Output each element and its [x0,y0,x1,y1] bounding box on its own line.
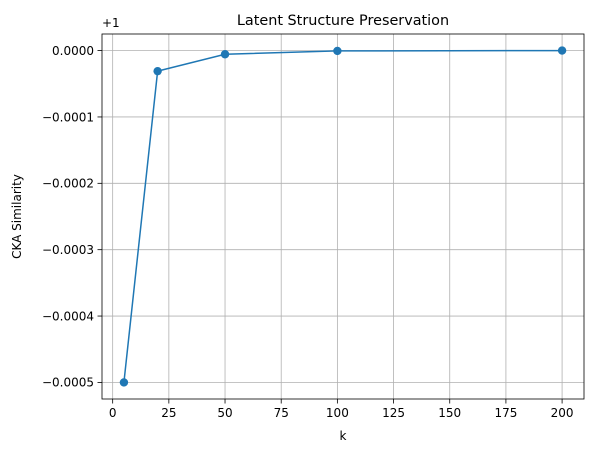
x-axis-label: k [340,429,347,443]
data-point [220,50,230,59]
x-tick-label: 125 [382,406,405,420]
y-tick-label: −0.0003 [42,243,94,257]
x-axis-ticks: 0 25 50 75 100 125 150 175 200 [109,399,574,420]
series-polyline [123,49,563,383]
chart-title: Latent Structure Preservation [237,13,449,29]
y-tick-label: −0.0002 [42,177,94,191]
data-point [557,46,567,55]
y-axis-label: CKA Similarity [10,174,24,259]
x-tick-label: 50 [217,406,232,420]
y-tick-label: −0.0001 [42,110,94,124]
data-point [119,378,129,387]
y-tick-label: −0.0005 [42,376,94,390]
x-tick-label: 25 [161,406,176,420]
y-tick-label: −0.0004 [42,309,94,323]
data-point [153,66,162,76]
x-tick-label: 175 [494,406,517,420]
data-point [333,46,342,56]
x-tick-label: 100 [326,406,349,420]
x-tick-label: 75 [274,406,289,420]
x-tick-label: 200 [551,406,574,420]
plot-frame [101,33,585,400]
x-tick-label: 150 [438,406,461,420]
grid [102,34,584,399]
y-offset-label: +1 [102,16,120,30]
y-axis-ticks: −0.0005 −0.0004 −0.0003 −0.0002 −0.0001 0.000… [42,44,102,390]
series-line [119,46,567,387]
x-tick-label: 0 [109,406,117,420]
y-tick-label: 0.0000 [52,44,94,58]
